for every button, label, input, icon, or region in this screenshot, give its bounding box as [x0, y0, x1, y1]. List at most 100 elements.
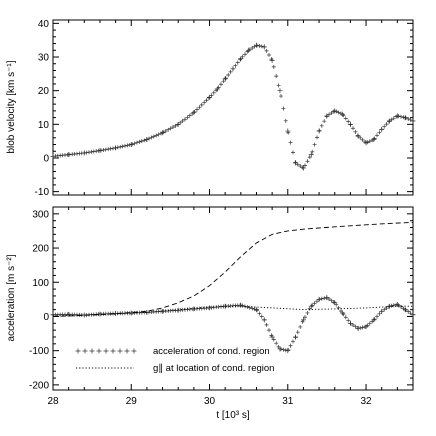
data-point	[293, 334, 299, 340]
data-point-interp	[271, 337, 276, 342]
data-point-interp	[135, 140, 139, 145]
xtick-label: 29	[126, 396, 138, 407]
data-point-interp	[123, 143, 127, 148]
data-point-interp	[91, 149, 96, 154]
data-point-interp	[387, 119, 391, 124]
data-point-interp	[89, 149, 94, 154]
data-point-interp	[163, 129, 168, 134]
ytick-label: 100	[32, 278, 49, 289]
data-point-interp	[399, 114, 403, 119]
data-point-interp	[240, 54, 245, 59]
acceleration-ylabel: acceleration [m s⁻²]	[6, 254, 17, 341]
legend-plus-marker	[103, 348, 109, 354]
data-point-interp	[192, 109, 197, 114]
data-point-interp	[322, 296, 327, 301]
legend-plus-marker	[96, 348, 102, 354]
data-point-interp	[108, 146, 113, 151]
data-point	[175, 121, 181, 127]
data-point-interp	[204, 98, 209, 103]
ytick-label: 300	[32, 209, 49, 220]
legend: acceleration of cond. region g∥ at locat…	[75, 346, 274, 374]
data-point-interp	[305, 310, 310, 315]
data-point	[230, 66, 236, 72]
legend-plus-marker	[75, 348, 81, 354]
data-point-interp	[257, 43, 262, 48]
data-point-interp	[180, 119, 185, 124]
data-point-interp	[372, 136, 377, 141]
data-point-interp	[406, 309, 411, 314]
data-point-interp	[310, 149, 315, 154]
data-point-interp	[307, 306, 312, 311]
data-point-interp	[185, 115, 190, 120]
data-point	[269, 57, 275, 63]
data-point	[191, 306, 197, 312]
data-point	[371, 136, 377, 142]
data-point-interp	[221, 79, 226, 84]
data-point-interp	[351, 126, 355, 131]
data-point-interp	[329, 298, 334, 303]
data-point-interp	[281, 347, 286, 352]
data-point-interp	[281, 106, 286, 111]
data-point-interp	[298, 324, 303, 329]
data-point	[222, 303, 228, 309]
data-point-interp	[329, 111, 334, 116]
data-point-interp	[274, 341, 279, 346]
legend-plus-marker	[110, 348, 116, 354]
series-0-markers	[50, 42, 416, 171]
data-point-interp	[171, 125, 175, 130]
time-xlabel: t [10³ s]	[216, 410, 250, 421]
acceleration-ticks: -200 -100 0 100 200 300 28 29 30 31 32	[29, 207, 414, 407]
ytick-label: 30	[38, 53, 50, 64]
data-point	[363, 140, 369, 146]
data-point-interp	[351, 323, 355, 328]
data-point	[238, 302, 244, 308]
data-point-interp	[240, 303, 245, 308]
data-point	[128, 142, 134, 148]
data-point-interp	[279, 94, 283, 99]
data-point-interp	[336, 110, 341, 115]
data-point	[285, 128, 291, 134]
data-point-interp	[346, 119, 351, 124]
data-point	[175, 307, 181, 313]
data-point-interp	[94, 149, 99, 154]
data-point	[66, 311, 72, 317]
data-point-interp	[360, 137, 365, 142]
data-point-interp	[331, 300, 336, 305]
data-point-interp	[315, 135, 319, 140]
legend-label-gpar: g∥ at location of cond. region	[153, 363, 274, 374]
data-point-interp	[228, 69, 233, 74]
data-point-interp	[264, 322, 269, 327]
data-point	[308, 152, 314, 158]
legend-plus-marker	[82, 348, 88, 354]
data-point-interp	[343, 116, 348, 121]
data-point-interp	[115, 145, 120, 150]
data-point-interp	[283, 118, 288, 123]
data-point-interp	[298, 163, 303, 168]
data-point	[410, 312, 416, 318]
data-point-interp	[391, 116, 396, 121]
data-point-interp	[259, 314, 264, 319]
data-point-interp	[322, 119, 327, 124]
acceleration-plot-frame	[52, 206, 414, 391]
data-point-interp	[360, 325, 365, 330]
data-point-interp	[377, 311, 382, 316]
data-point	[332, 300, 338, 306]
data-point	[402, 115, 408, 121]
data-point-interp	[377, 130, 382, 135]
series-0-markers	[50, 295, 416, 354]
data-point-interp	[391, 303, 396, 308]
data-point-interp	[267, 53, 271, 57]
data-point	[324, 113, 330, 119]
data-point-interp	[406, 116, 411, 121]
data-point	[253, 307, 259, 313]
data-point	[222, 76, 228, 82]
data-point-interp	[291, 150, 295, 155]
data-point-interp	[235, 60, 240, 65]
data-point-interp	[156, 132, 161, 137]
data-point-interp	[149, 135, 154, 140]
data-point-interp	[375, 133, 379, 138]
data-point-interp	[247, 305, 252, 310]
data-point-interp	[310, 303, 315, 308]
data-point	[300, 317, 306, 323]
